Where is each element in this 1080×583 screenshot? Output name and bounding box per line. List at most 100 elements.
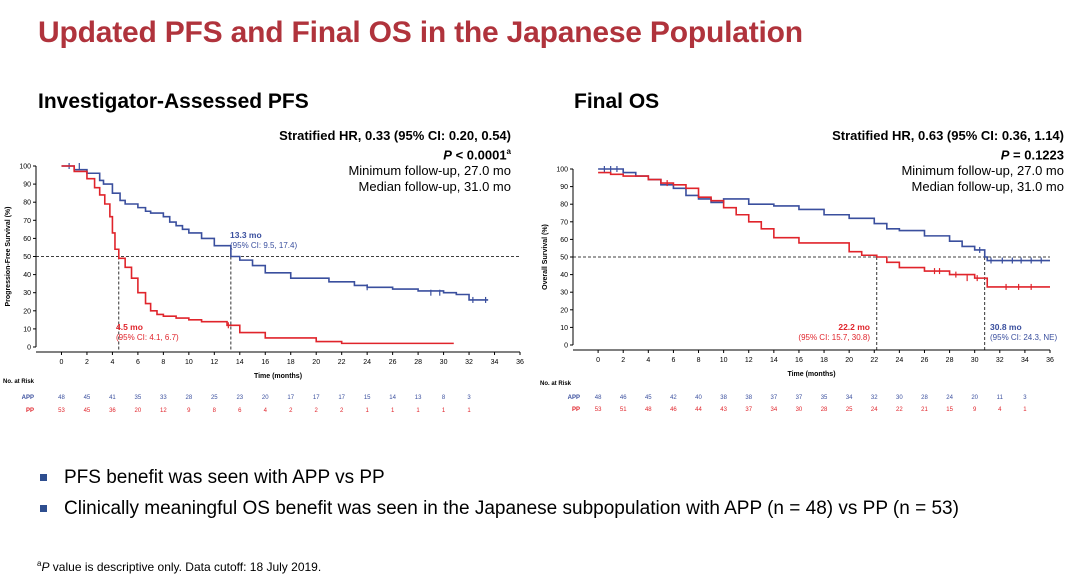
undefined-median-label-pp: 22.2 mo xyxy=(838,322,870,332)
undefined-risk-table-label: No. at Risk xyxy=(540,381,572,387)
undefined-x-tick-label: 14 xyxy=(236,359,244,366)
undefined-x-tick-label: 26 xyxy=(389,359,397,366)
pfs-median-followup: Median follow-up, 31.0 mo xyxy=(358,179,511,195)
undefined-x-tick-label: 28 xyxy=(946,357,954,364)
undefined-risk-value-pp: 34 xyxy=(770,407,777,413)
undefined-median-ci-pp: (95% CI: 15.7, 30.8) xyxy=(798,333,870,342)
undefined-risk-value-app: 17 xyxy=(313,395,320,401)
undefined-risk-value-pp: 53 xyxy=(58,408,65,414)
undefined-x-tick-label: 18 xyxy=(287,359,295,366)
undefined-risk-value-pp: 12 xyxy=(160,408,167,414)
undefined-risk-value-pp: 4 xyxy=(998,407,1002,413)
undefined-risk-value-app: 41 xyxy=(109,395,116,401)
undefined-risk-row-label-app: APP xyxy=(568,395,580,401)
undefined-x-tick-label: 36 xyxy=(1046,357,1054,364)
undefined-x-tick-label: 10 xyxy=(185,359,193,366)
undefined-x-tick-label: 20 xyxy=(312,359,320,366)
undefined-risk-value-app: 3 xyxy=(1023,395,1027,401)
undefined-risk-value-pp: 22 xyxy=(896,407,903,413)
undefined-curve-pp xyxy=(61,165,454,345)
undefined-x-tick-label: 10 xyxy=(720,357,728,364)
undefined-x-tick-label: 6 xyxy=(671,357,675,364)
undefined-median-label-pp: 4.5 mo xyxy=(116,322,143,332)
undefined-y-tick-label: 60 xyxy=(23,236,31,243)
undefined-risk-value-pp: 24 xyxy=(871,407,878,413)
undefined-x-tick-label: 36 xyxy=(516,359,524,366)
undefined-x-tick-label: 30 xyxy=(971,357,979,364)
undefined-risk-row-label-pp: PP xyxy=(26,408,34,414)
undefined-risk-value-pp: 25 xyxy=(846,407,853,413)
undefined-y-tick-label: 50 xyxy=(23,254,31,261)
undefined-y-tick-label: 90 xyxy=(23,182,31,189)
undefined-median-label-app: 13.3 mo xyxy=(230,230,262,240)
undefined-risk-value-pp: 1 xyxy=(442,408,446,414)
undefined-x-tick-label: 32 xyxy=(996,357,1004,364)
undefined-x-tick-label: 24 xyxy=(363,359,371,366)
undefined-risk-value-pp: 1 xyxy=(1023,407,1027,413)
undefined-y-tick-label: 0 xyxy=(27,345,31,352)
undefined-x-tick-label: 16 xyxy=(795,357,803,364)
undefined-risk-value-app: 35 xyxy=(135,395,142,401)
undefined-x-tick-label: 26 xyxy=(921,357,929,364)
pfs-hr: Stratified HR, 0.33 (95% CI: 0.20, 0.54) xyxy=(279,128,511,143)
undefined-risk-value-pp: 44 xyxy=(695,407,702,413)
undefined-x-tick-label: 2 xyxy=(621,357,625,364)
pfs-p-value: P < 0.0001a xyxy=(443,147,511,163)
pfs-min-followup: Minimum follow-up, 27.0 mo xyxy=(348,163,511,179)
undefined-x-tick-label: 12 xyxy=(745,357,753,364)
os-min-followup: Minimum follow-up, 27.0 mo xyxy=(901,163,1064,179)
undefined-x-tick-label: 22 xyxy=(870,357,878,364)
undefined-x-tick-label: 14 xyxy=(770,357,778,364)
undefined-x-tick-label: 20 xyxy=(845,357,853,364)
undefined-risk-value-app: 35 xyxy=(821,395,828,401)
undefined-risk-value-app: 30 xyxy=(896,395,903,401)
undefined-risk-value-app: 38 xyxy=(745,395,752,401)
undefined-risk-value-pp: 45 xyxy=(84,408,91,414)
undefined-x-tick-label: 8 xyxy=(161,359,165,366)
undefined-y-tick-label: 20 xyxy=(23,308,31,315)
undefined-risk-value-app: 46 xyxy=(620,395,627,401)
undefined-y-tick-label: 80 xyxy=(560,202,568,209)
undefined-risk-value-pp: 28 xyxy=(821,407,828,413)
undefined-x-tick-label: 6 xyxy=(136,359,140,366)
undefined-x-tick-label: 8 xyxy=(697,357,701,364)
undefined-x-tick-label: 0 xyxy=(596,357,600,364)
bullet-square-icon xyxy=(40,474,47,481)
undefined-x-tick-label: 4 xyxy=(110,359,114,366)
undefined-x-tick-label: 16 xyxy=(261,359,269,366)
undefined-x-tick-label: 30 xyxy=(440,359,448,366)
undefined-risk-value-pp: 1 xyxy=(467,408,471,414)
undefined-x-tick-label: 4 xyxy=(646,357,650,364)
undefined-risk-value-pp: 2 xyxy=(289,408,293,414)
undefined-risk-value-app: 24 xyxy=(946,395,953,401)
undefined-risk-value-pp: 2 xyxy=(315,408,319,414)
undefined-x-axis-label: Time (months) xyxy=(254,373,302,380)
undefined-risk-value-pp: 43 xyxy=(720,407,727,413)
undefined-risk-value-app: 28 xyxy=(921,395,928,401)
undefined-risk-value-pp: 1 xyxy=(416,408,420,414)
undefined-risk-row-label-pp: PP xyxy=(572,407,580,413)
undefined-y-tick-label: 70 xyxy=(560,219,568,226)
undefined-y-tick-label: 10 xyxy=(23,326,31,333)
undefined-risk-value-app: 42 xyxy=(670,395,677,401)
undefined-risk-value-app: 38 xyxy=(720,395,727,401)
undefined-risk-value-pp: 1 xyxy=(365,408,369,414)
bullet-item: PFS benefit was seen with APP vs PP xyxy=(40,462,959,493)
undefined-y-tick-label: 70 xyxy=(23,218,31,225)
undefined-risk-value-app: 20 xyxy=(262,395,269,401)
undefined-curve-pp xyxy=(598,171,1050,288)
undefined-risk-value-app: 23 xyxy=(236,395,243,401)
undefined-y-tick-label: 80 xyxy=(23,200,31,207)
undefined-y-tick-label: 50 xyxy=(560,255,568,262)
undefined-x-tick-label: 2 xyxy=(85,359,89,366)
undefined-median-label-app: 30.8 mo xyxy=(990,322,1022,332)
undefined-risk-value-pp: 51 xyxy=(620,407,627,413)
undefined-risk-value-pp: 48 xyxy=(645,407,652,413)
undefined-risk-value-app: 37 xyxy=(770,395,777,401)
undefined-risk-value-app: 8 xyxy=(442,395,446,401)
undefined-x-tick-label: 24 xyxy=(895,357,903,364)
os-stats: Stratified HR, 0.63 (95% CI: 0.36, 1.14)… xyxy=(832,128,1064,195)
undefined-x-tick-label: 22 xyxy=(338,359,346,366)
undefined-x-tick-label: 34 xyxy=(491,359,499,366)
undefined-risk-value-pp: 4 xyxy=(264,408,268,414)
